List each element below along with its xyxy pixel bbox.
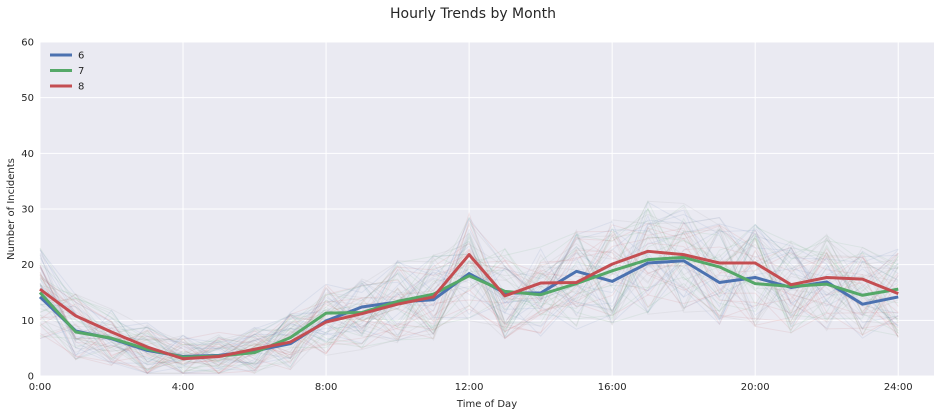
daily-line bbox=[39, 227, 899, 366]
daily-line bbox=[39, 207, 899, 374]
daily-line bbox=[39, 204, 899, 366]
series-lines bbox=[38, 249, 899, 361]
x-axis-ticks: 0:00 4:00 8:00 12:00 16:00 20:00 24:00 bbox=[29, 382, 913, 393]
x-tick-label: 4:00 bbox=[172, 382, 194, 393]
daily-line bbox=[39, 219, 899, 374]
legend-label: 8 bbox=[78, 82, 84, 93]
daily-line bbox=[39, 220, 899, 369]
daily-line bbox=[39, 230, 899, 357]
x-tick-label: 8:00 bbox=[315, 382, 337, 393]
y-tick-label: 30 bbox=[21, 205, 34, 216]
daily-line bbox=[39, 229, 899, 367]
legend: 6 7 8 bbox=[50, 51, 84, 93]
daily-line bbox=[39, 207, 899, 365]
daily-line bbox=[39, 208, 899, 365]
legend-label: 6 bbox=[78, 51, 84, 62]
daily-line bbox=[39, 229, 899, 364]
series-line-8 bbox=[39, 249, 899, 361]
series-line-7 bbox=[38, 255, 899, 359]
daily-line bbox=[39, 223, 899, 374]
y-tick-label: 10 bbox=[21, 316, 34, 327]
daily-line bbox=[39, 200, 899, 371]
daily-line bbox=[39, 229, 899, 374]
y-tick-label: 20 bbox=[21, 260, 34, 271]
daily-line bbox=[39, 236, 899, 374]
daily-line bbox=[39, 221, 899, 364]
daily-line bbox=[39, 226, 899, 369]
daily-line bbox=[39, 200, 899, 371]
y-tick-label: 60 bbox=[21, 38, 34, 49]
daily-line bbox=[39, 217, 899, 368]
daily-line bbox=[39, 224, 899, 374]
daily-line bbox=[39, 230, 899, 365]
x-tick-label: 20:00 bbox=[741, 382, 770, 393]
daily-line bbox=[39, 234, 899, 374]
x-tick-label: 12:00 bbox=[455, 382, 484, 393]
daily-line bbox=[39, 224, 899, 365]
y-tick-label: 0 bbox=[28, 372, 34, 383]
x-axis-label: Time of Day bbox=[456, 399, 517, 410]
daily-line bbox=[39, 214, 899, 365]
daily-line bbox=[39, 223, 899, 368]
daily-line bbox=[39, 213, 899, 369]
daily-line bbox=[39, 232, 899, 372]
daily-line bbox=[39, 225, 899, 369]
daily-line bbox=[39, 228, 899, 366]
daily-line bbox=[39, 213, 899, 367]
y-tick-label: 40 bbox=[21, 149, 34, 160]
x-tick-label: 16:00 bbox=[598, 382, 627, 393]
daily-line bbox=[39, 217, 899, 374]
daily-line bbox=[39, 236, 899, 374]
y-tick-label: 50 bbox=[21, 93, 34, 104]
daily-line bbox=[39, 235, 899, 363]
daily-line bbox=[39, 217, 899, 374]
daily-line bbox=[39, 236, 899, 355]
daily-line bbox=[39, 226, 899, 365]
daily-line bbox=[39, 237, 899, 366]
legend-label: 7 bbox=[78, 66, 84, 77]
y-axis-label: Number of Incidents bbox=[6, 158, 17, 260]
x-tick-label: 24:00 bbox=[884, 382, 913, 393]
y-axis-ticks: 0 10 20 30 40 50 60 bbox=[21, 38, 34, 383]
chart-title: Hourly Trends by Month bbox=[390, 6, 556, 22]
daily-line bbox=[39, 226, 899, 374]
daily-line bbox=[39, 223, 899, 359]
daily-line bbox=[39, 249, 899, 374]
x-tick-label: 0:00 bbox=[29, 382, 51, 393]
daily-line bbox=[39, 220, 899, 366]
daily-line bbox=[39, 211, 899, 374]
grid-lines bbox=[39, 41, 934, 377]
daily-line bbox=[39, 219, 899, 374]
